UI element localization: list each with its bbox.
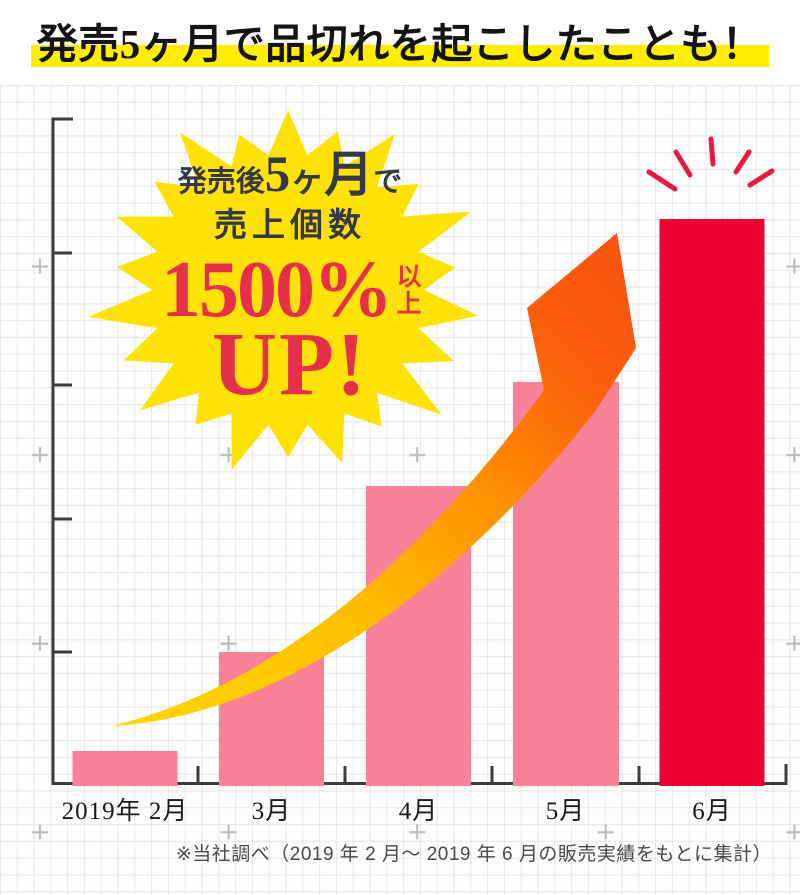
x-axis-label-mar: 3月 xyxy=(251,798,292,825)
bar-2019-feb xyxy=(72,751,178,786)
badge-up-text: UP! xyxy=(212,315,368,415)
starburst-badge-text: 発売後 5 ヶ 月 で 売上個数 1500% 以上 UP! xyxy=(103,150,477,415)
badge-rate-row: 1500% 以上 xyxy=(103,246,477,335)
bar-group xyxy=(72,219,765,786)
highlighted-title-text: 発売5ヶ月で品切れを起こしたことも！ xyxy=(30,21,770,67)
badge-headline-suffix: で xyxy=(373,166,403,198)
badge-headline-kana: ヶ xyxy=(290,162,325,199)
x-axis-label-apr: 4月 xyxy=(398,798,439,825)
x-axis-label-may: 5月 xyxy=(545,798,586,825)
badge-headline-month: 月 xyxy=(324,147,374,202)
starburst-badge-shape xyxy=(88,110,478,470)
page-title: 発売5ヶ月で品切れを起こしたことも！ xyxy=(0,12,800,76)
footnote: ※当社調べ（2019 年 2 月～ 2019 年 6 月の販売実績をもとに集計） xyxy=(175,844,772,865)
badge-subline: 売上個数 xyxy=(214,208,366,244)
bar-jun-highlight xyxy=(659,219,765,786)
badge-headline-pre: 発売後 xyxy=(177,166,265,198)
badge-rate-value: 1500% xyxy=(161,246,393,335)
emphasis-rays-icon xyxy=(646,136,775,192)
axis-lines xyxy=(51,117,788,785)
x-axis-label-feb: 2019年 2月 xyxy=(61,798,189,825)
badge-rate-suffix: 以上 xyxy=(393,263,420,318)
badge-headline-number: 5 xyxy=(264,147,291,203)
sales-growth-chart xyxy=(0,85,800,895)
badge-headline: 発売後 5 ヶ 月 で xyxy=(103,150,477,201)
growth-arrow-icon xyxy=(112,233,636,726)
x-axis-label-jun: 6月 xyxy=(692,798,732,825)
